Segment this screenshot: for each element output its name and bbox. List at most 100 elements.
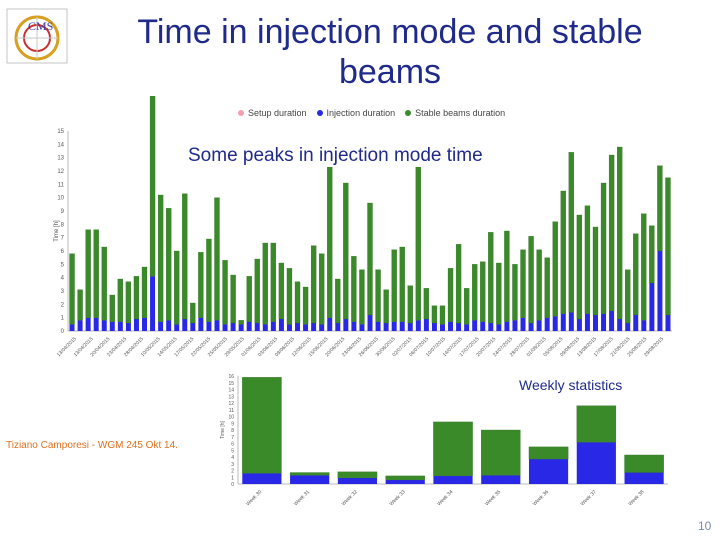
y-tick-label: 9 [231, 421, 234, 427]
bar-stable [109, 294, 115, 322]
bar-injection [576, 442, 616, 484]
bar-stable [576, 405, 617, 443]
bar-stable [289, 472, 330, 476]
bar-stable [141, 266, 148, 318]
bar-stable [481, 429, 521, 476]
bar-injection [117, 321, 123, 331]
legend-swatch-injection [316, 110, 323, 116]
bar-stable [351, 256, 357, 322]
bar-injection [290, 475, 330, 484]
bar-stable [101, 246, 107, 321]
bar-stable [431, 305, 438, 324]
bar-injection [337, 477, 378, 484]
bar-stable [391, 249, 397, 322]
y-tick-label: 5 [61, 262, 65, 268]
bar-injection [327, 317, 333, 331]
y-tick-label: 9 [61, 209, 65, 215]
bar-injection [576, 319, 582, 331]
y-tick-label: 15 [57, 129, 64, 135]
bar-injection [568, 312, 574, 331]
bar-injection [246, 321, 252, 331]
bar-stable [528, 446, 569, 460]
legend-label-setup: Setup duration [248, 108, 307, 118]
bar-injection [303, 324, 309, 331]
y-tick-label: 6 [61, 249, 65, 255]
bar-stable [294, 281, 301, 324]
y-tick-label: 8 [61, 222, 65, 228]
bar-stable [520, 249, 526, 318]
y-tick-label: 2 [61, 302, 65, 308]
bar-injection [464, 324, 470, 331]
bar-injection [367, 315, 373, 331]
bar-injection [351, 321, 357, 331]
legend-swatch-setup [238, 110, 244, 116]
chart-legend: Setup duration Injection duration Stable… [238, 104, 505, 122]
bar-injection [109, 321, 115, 331]
bar-stable [230, 274, 236, 324]
bar-stable [286, 268, 293, 325]
bar-injection [488, 323, 494, 331]
bar-injection [407, 323, 413, 331]
bar-stable [624, 454, 664, 473]
bar-stable [85, 229, 91, 318]
bar-stable [576, 214, 583, 320]
bar-stable [214, 197, 220, 321]
bar-injection [198, 317, 204, 331]
bar-injection [625, 323, 631, 331]
bar-injection [262, 324, 268, 331]
bar-injection [335, 323, 341, 331]
bar-stable [190, 302, 196, 324]
bar-injection [222, 324, 228, 331]
bar-stable [496, 262, 502, 325]
bar-injection [319, 324, 325, 331]
chart-daily-durations: 0 1 2 3 4 5 6 7 8 9 10 11 12 13 14 15 Time [h] 13/04/2015… [52, 73, 678, 366]
legend-label-stable: Stable beams duration [415, 108, 506, 118]
x-tick-label: Week 32 [341, 489, 359, 507]
y-axis-label: Time [h] [54, 220, 60, 242]
legend-item-setup: Setup duration [238, 108, 307, 118]
bar-stable [447, 268, 454, 322]
bar-injection [359, 324, 365, 331]
bar-stable [262, 242, 268, 325]
bar-stable [206, 238, 212, 322]
bar-injection [77, 320, 83, 331]
legend-item-injection: Injection duration [316, 108, 395, 118]
bar-stable [125, 281, 132, 324]
bar-stable [270, 242, 277, 322]
x-tick-label: Week 33 [388, 489, 406, 507]
bar-stable [166, 208, 172, 321]
bar-injection [166, 320, 172, 331]
bar-stable [455, 244, 462, 324]
y-tick-label: 0 [61, 329, 65, 335]
page-number: 10 [698, 519, 712, 533]
bar-injection [311, 323, 317, 331]
bar-injection [383, 323, 389, 331]
y-tick-label: 13 [57, 156, 64, 162]
bar-injection [433, 475, 473, 484]
legend-item-stable: Stable beams duration [405, 108, 505, 118]
bar-injection [133, 319, 139, 331]
bar-stable [665, 177, 671, 316]
bar-stable [633, 233, 639, 316]
bar-stable [617, 146, 623, 320]
y-axis-label: Time [h] [220, 420, 226, 438]
bar-injection [528, 323, 534, 331]
legend-swatch-stable [405, 110, 412, 116]
bar-injection [150, 276, 156, 331]
bar-stable [375, 269, 381, 322]
y-tick-label: 0 [231, 482, 234, 488]
bar-injection [649, 283, 655, 331]
bar-injection [391, 321, 397, 331]
bar-injection [270, 321, 276, 331]
bar-injection [423, 319, 429, 331]
bar-stable [423, 288, 430, 320]
bar-stable [327, 156, 333, 318]
bar-stable [198, 252, 204, 318]
bar-injection [375, 321, 381, 331]
bar-injection [496, 324, 502, 331]
bar-stable [407, 285, 413, 324]
bar-stable [69, 253, 75, 325]
bar-stable [536, 249, 542, 321]
bar-injection [544, 317, 550, 331]
bar-injection [504, 321, 510, 331]
